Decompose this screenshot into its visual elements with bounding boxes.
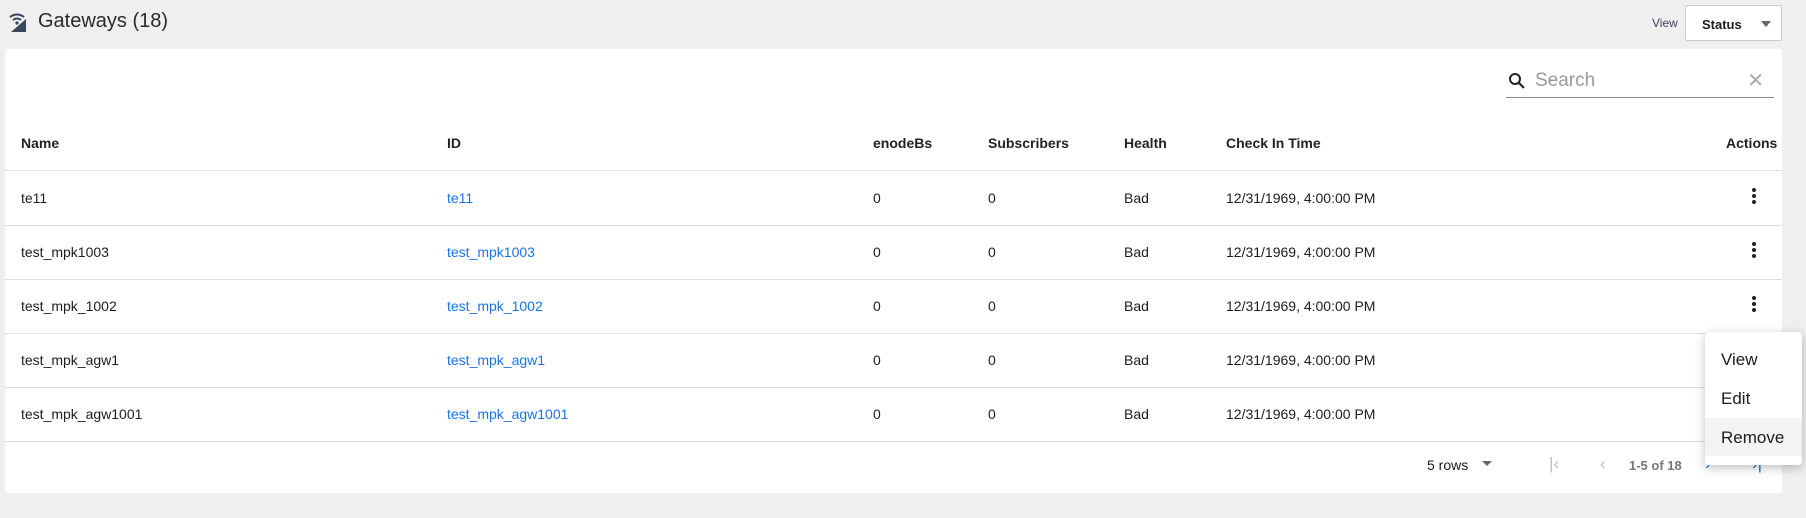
rows-per-page-value: 5 rows bbox=[1427, 457, 1469, 473]
cell-health: Bad bbox=[1124, 244, 1149, 260]
cell-name: test_mpk1003 bbox=[21, 244, 109, 260]
page-title: Gateways (18) bbox=[38, 10, 169, 32]
cell-name: test_mpk_agw1 bbox=[21, 352, 120, 368]
search-placeholder: Search bbox=[1535, 70, 1596, 91]
column-header-health[interactable]: Health bbox=[1124, 135, 1167, 151]
cell-id[interactable]: test_mpk_1002 bbox=[447, 298, 543, 314]
search-input[interactable]: Search ✕ bbox=[1506, 66, 1774, 98]
actions-menu: View Edit Remove bbox=[1705, 332, 1802, 465]
cell-name: test_mpk_1002 bbox=[21, 298, 117, 314]
first-page-icon[interactable]: |‹ bbox=[1549, 454, 1560, 473]
cell-check-in-time: 12/31/1969, 4:00:00 PM bbox=[1226, 406, 1376, 422]
cell-check-in-time: 12/31/1969, 4:00:00 PM bbox=[1226, 352, 1376, 368]
page-range: 1-5 of 18 bbox=[1629, 458, 1682, 473]
column-header-check-in-time[interactable]: Check In Time bbox=[1226, 135, 1321, 151]
row-divider bbox=[5, 441, 1782, 442]
cell-health: Bad bbox=[1124, 406, 1149, 422]
menu-item-remove[interactable]: Remove bbox=[1705, 418, 1802, 456]
cell-enodebs: 0 bbox=[873, 244, 881, 260]
cell-subscribers: 0 bbox=[988, 244, 996, 260]
cell-enodebs: 0 bbox=[873, 352, 881, 368]
cell-enodebs: 0 bbox=[873, 190, 881, 206]
view-select-value: Status bbox=[1702, 17, 1742, 32]
rows-per-page-select[interactable]: 5 rows bbox=[1427, 457, 1493, 473]
row-divider bbox=[5, 387, 1782, 388]
column-header-actions: Actions bbox=[1726, 135, 1778, 151]
cell-id[interactable]: test_mpk_agw1 bbox=[447, 352, 546, 368]
gateways-table-card bbox=[5, 49, 1782, 493]
more-actions-icon[interactable] bbox=[1752, 188, 1756, 206]
cell-enodebs: 0 bbox=[873, 406, 881, 422]
column-header-subscribers[interactable]: Subscribers bbox=[988, 135, 1069, 151]
column-header-enodebs[interactable]: enodeBs bbox=[873, 135, 933, 151]
chevron-down-icon bbox=[1482, 461, 1493, 471]
search-icon bbox=[1509, 73, 1525, 89]
cell-subscribers: 0 bbox=[988, 352, 996, 368]
cell-check-in-time: 12/31/1969, 4:00:00 PM bbox=[1226, 298, 1376, 314]
cell-health: Bad bbox=[1124, 190, 1149, 206]
clear-search-icon[interactable]: ✕ bbox=[1747, 70, 1764, 92]
menu-item-view[interactable]: View bbox=[1721, 350, 1758, 369]
more-actions-icon[interactable] bbox=[1752, 242, 1756, 260]
gateway-icon bbox=[9, 13, 26, 32]
menu-item-edit[interactable]: Edit bbox=[1721, 389, 1751, 408]
row-divider bbox=[5, 333, 1782, 334]
cell-health: Bad bbox=[1124, 298, 1149, 314]
cell-subscribers: 0 bbox=[988, 298, 996, 314]
cell-name: test_mpk_agw1001 bbox=[21, 406, 143, 422]
cell-id[interactable]: te11 bbox=[447, 190, 474, 206]
cell-id[interactable]: test_mpk_agw1001 bbox=[447, 406, 569, 422]
previous-page-icon[interactable]: ‹ bbox=[1600, 454, 1606, 473]
view-label: View bbox=[1652, 16, 1678, 30]
cell-subscribers: 0 bbox=[988, 406, 996, 422]
column-header-id[interactable]: ID bbox=[447, 135, 461, 151]
row-divider bbox=[5, 279, 1782, 280]
cell-name: te11 bbox=[21, 190, 48, 206]
cell-check-in-time: 12/31/1969, 4:00:00 PM bbox=[1226, 190, 1376, 206]
cell-subscribers: 0 bbox=[988, 190, 996, 206]
cell-id[interactable]: test_mpk1003 bbox=[447, 244, 535, 260]
more-actions-icon[interactable] bbox=[1752, 296, 1756, 314]
column-header-name[interactable]: Name bbox=[21, 135, 60, 151]
cell-health: Bad bbox=[1124, 352, 1149, 368]
view-select[interactable]: Status bbox=[1685, 5, 1782, 41]
divider bbox=[5, 170, 1782, 171]
cell-enodebs: 0 bbox=[873, 298, 881, 314]
cell-check-in-time: 12/31/1969, 4:00:00 PM bbox=[1226, 244, 1376, 260]
chevron-down-icon bbox=[1761, 21, 1771, 32]
row-divider bbox=[5, 225, 1782, 226]
